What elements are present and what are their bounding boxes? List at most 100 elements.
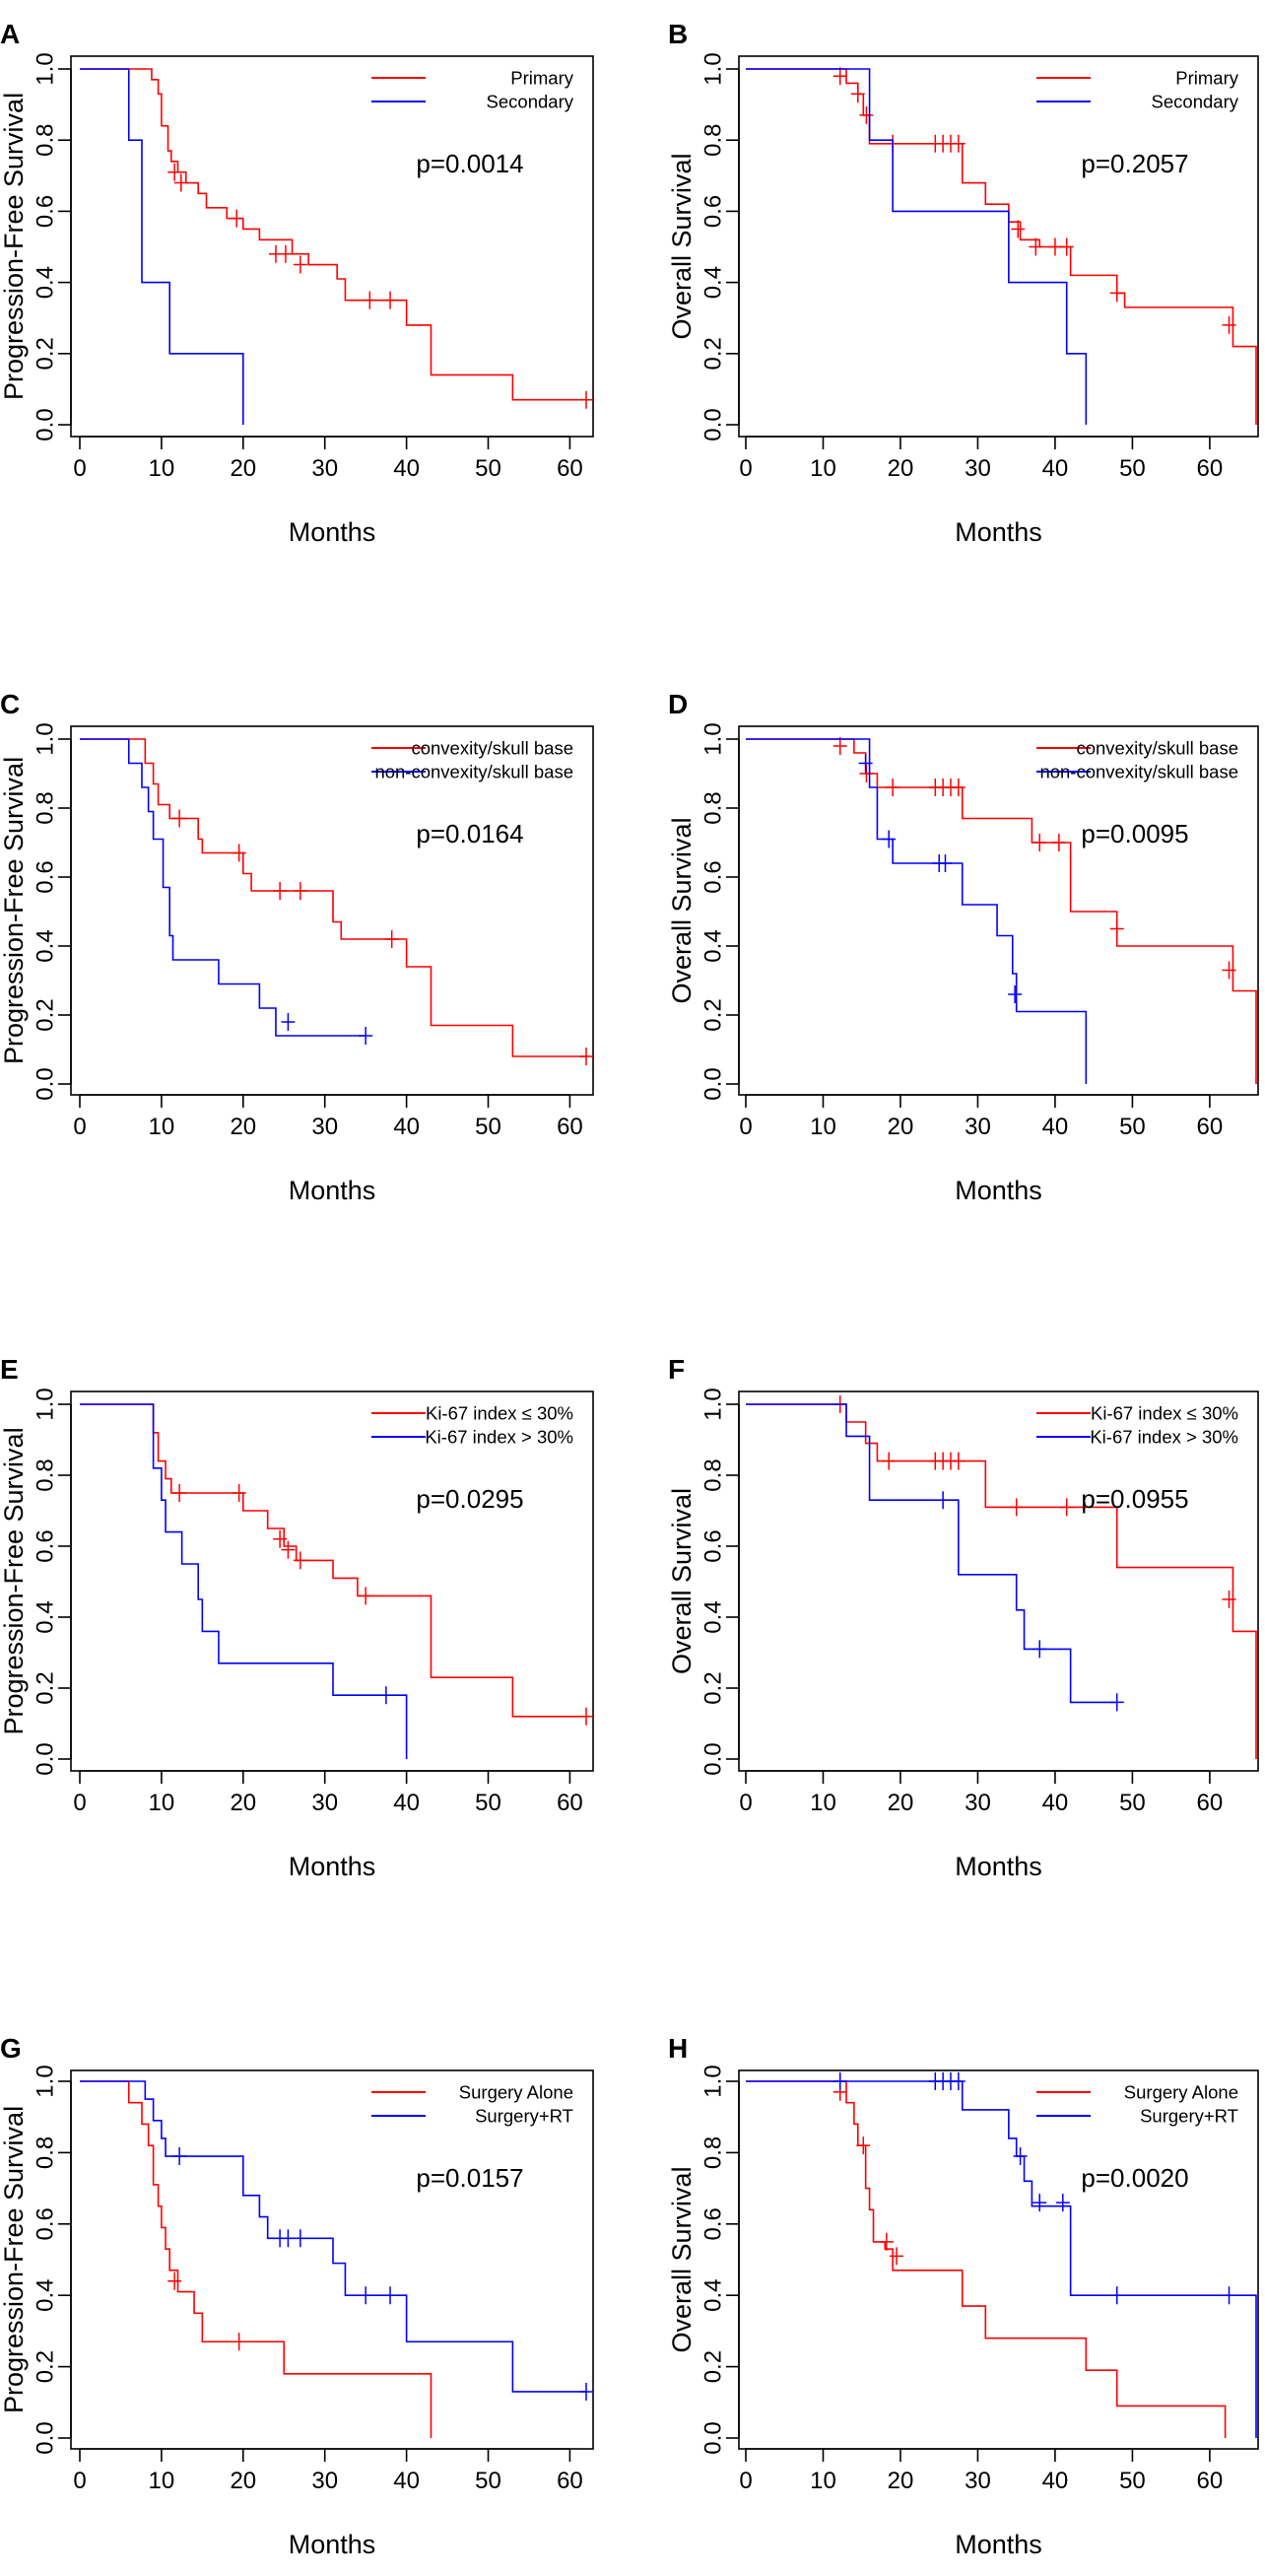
y-tick-label: 0.2 (33, 998, 59, 1031)
censor-mark (1059, 1498, 1074, 1517)
x-tick-label: 50 (1119, 1790, 1146, 1816)
x-tick-label: 20 (230, 1790, 256, 1816)
censor-mark (1051, 834, 1066, 851)
series-line-blue (80, 1403, 408, 1759)
x-tick-label: 10 (149, 1790, 175, 1816)
legend-label: Surgery+RT (475, 2106, 573, 2127)
legend-label: Secondary (1152, 92, 1239, 112)
x-tick-label: 30 (965, 1114, 991, 1140)
p-value: p=0.0157 (416, 2163, 523, 2193)
series-line-blue (746, 738, 1088, 1084)
censor-mark (1222, 315, 1236, 334)
panel-letter: H (668, 2033, 688, 2064)
y-tick-label: 0.4 (33, 266, 59, 299)
plot-frame (70, 55, 594, 438)
y-tick-label: 1.0 (33, 52, 59, 85)
y-tick-label: 0.2 (700, 337, 727, 370)
y-tick-label: 1.0 (700, 1388, 727, 1420)
y-tick-label: 1.0 (33, 722, 59, 755)
y-tick-label: 0.8 (33, 124, 59, 157)
y-tick-label: 0.6 (33, 1529, 59, 1562)
y-tick-label: 0.2 (33, 337, 59, 370)
censor-mark (882, 1452, 897, 1470)
y-tick-label: 0.0 (700, 2421, 727, 2454)
censor-mark (1222, 1591, 1236, 1608)
legend-label: Ki-67 index ≤ 30% (1091, 1403, 1238, 1424)
p-value: p=0.2057 (1081, 149, 1188, 178)
y-tick-label: 1.0 (700, 722, 727, 755)
x-tick-label: 50 (475, 1790, 501, 1816)
y-tick-label: 0.8 (33, 1458, 59, 1491)
y-tick-label: 1.0 (33, 2065, 59, 2097)
censor-mark (886, 779, 900, 796)
x-tick-label: 40 (393, 1790, 420, 1816)
y-tick-label: 0.8 (700, 791, 727, 824)
censor-mark (281, 2229, 296, 2248)
censor-mark (293, 2229, 307, 2248)
x-tick-label: 0 (739, 1114, 752, 1140)
x-axis-title: Months (955, 2530, 1042, 2559)
series-line-blue (80, 68, 244, 425)
x-tick-label: 10 (810, 2468, 836, 2494)
y-tick-label: 1.0 (700, 2065, 727, 2097)
x-tick-label: 0 (73, 1114, 86, 1140)
legend-label: Surgery Alone (459, 2082, 573, 2103)
x-tick-label: 40 (393, 1114, 420, 1140)
y-tick-label: 0.4 (700, 929, 727, 962)
y-tick-label: 1.0 (700, 52, 727, 85)
y-tick-label: 0.0 (33, 1067, 59, 1100)
x-tick-label: 60 (557, 455, 583, 482)
y-tick-label: 0.6 (700, 195, 727, 228)
y-tick-label: 0.8 (700, 2136, 727, 2169)
censor-mark (172, 809, 187, 828)
x-axis-title: Months (289, 517, 376, 547)
series-line-red (746, 1403, 1257, 1759)
x-tick-label: 30 (965, 455, 991, 482)
y-tick-label: 0.6 (33, 860, 59, 893)
y-tick-label: 0.4 (33, 2279, 59, 2312)
p-value: p=0.0164 (416, 819, 523, 848)
x-tick-label: 60 (557, 1790, 583, 1816)
series-line-red (80, 2080, 433, 2438)
censor-mark (230, 209, 244, 228)
x-tick-label: 20 (888, 1790, 914, 1816)
y-tick-label: 0.8 (33, 2136, 59, 2169)
y-tick-label: 0.2 (700, 998, 727, 1031)
x-tick-label: 0 (73, 455, 86, 482)
series-line-red (746, 2080, 1227, 2438)
x-tick-label: 0 (73, 1790, 86, 1816)
series-line-blue (746, 2080, 1257, 2438)
legend-label: Secondary (487, 92, 574, 112)
x-tick-label: 0 (739, 1790, 752, 1816)
censor-mark (1029, 237, 1043, 256)
censor-mark (890, 2247, 904, 2266)
censor-mark (832, 67, 847, 86)
x-tick-label: 50 (475, 1114, 501, 1140)
panel-letter: F (668, 1354, 685, 1385)
x-tick-label: 30 (311, 455, 338, 482)
x-tick-label: 20 (230, 455, 256, 482)
censor-mark (172, 2147, 187, 2166)
x-tick-label: 40 (1042, 455, 1069, 482)
panel-f: F 0.0 0.2 0.4 0.6 0.8 1.0 0 10 20 30 40 50 60 Months Ov… (667, 1354, 1259, 1881)
x-axis-title: Months (955, 517, 1042, 547)
censor-mark (850, 85, 865, 103)
series-line-blue (746, 1403, 1117, 1704)
series-line-red (746, 738, 1257, 1084)
x-tick-label: 50 (475, 2468, 501, 2494)
censor-mark (232, 1484, 246, 1502)
y-axis-title: Progression-Free Survival (0, 93, 29, 400)
x-tick-label: 10 (810, 455, 836, 482)
y-axis-title: Overall Survival (667, 817, 697, 1003)
y-tick-label: 0.8 (33, 791, 59, 824)
series-line-blue (80, 2080, 586, 2393)
y-tick-label: 0.2 (33, 1671, 59, 1704)
censor-mark (281, 1540, 296, 1559)
censor-mark (383, 2286, 398, 2305)
legend-label: Ki-67 index ≤ 30% (426, 1403, 573, 1424)
plot-frame (738, 2069, 1259, 2450)
series-line-blue (746, 68, 1088, 425)
legend-label: Primary (1175, 68, 1238, 89)
censor-mark (1047, 237, 1062, 256)
